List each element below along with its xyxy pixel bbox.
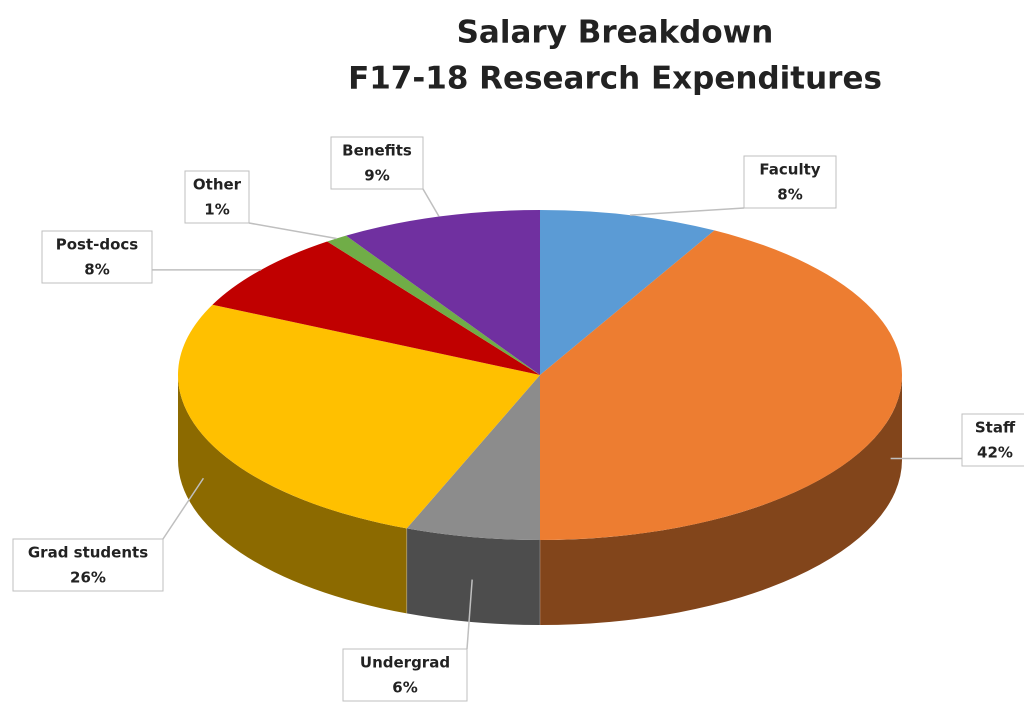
label-value: 1%	[204, 201, 229, 219]
label-value: 42%	[977, 444, 1013, 462]
label-name: Post-docs	[56, 236, 139, 254]
leader-line	[466, 579, 473, 650]
label-name: Benefits	[342, 142, 412, 160]
label-name: Undergrad	[360, 654, 450, 672]
slice-side	[178, 375, 407, 614]
label-name: Staff	[975, 419, 1016, 437]
label-value: 8%	[777, 186, 802, 204]
leader-line	[422, 188, 440, 217]
label-value: 9%	[364, 167, 389, 185]
leader-line	[162, 477, 205, 540]
chart-title: Salary Breakdown	[457, 15, 774, 51]
label-name: Faculty	[759, 161, 820, 179]
slice-side	[540, 375, 902, 625]
leader-line	[629, 207, 745, 216]
label-box	[743, 155, 837, 209]
label-name: Other	[193, 176, 242, 194]
slice	[327, 235, 540, 375]
label-box	[961, 413, 1024, 467]
slice	[346, 210, 540, 375]
label-value: 8%	[84, 261, 109, 279]
slice	[406, 375, 540, 540]
leader-line	[248, 222, 337, 240]
label-box	[184, 170, 250, 224]
label-box	[330, 136, 424, 190]
chart-subtitle: F17-18 Research Expenditures	[348, 61, 882, 97]
slice	[177, 304, 541, 529]
label-box	[41, 230, 153, 284]
label-value: 6%	[392, 679, 417, 697]
label-box	[342, 648, 468, 702]
label-box	[12, 538, 164, 592]
slice	[212, 241, 540, 375]
slice-side	[406, 528, 540, 625]
label-name: Grad students	[28, 544, 148, 562]
slice	[540, 230, 903, 540]
label-value: 26%	[70, 569, 106, 587]
slice	[540, 210, 715, 375]
